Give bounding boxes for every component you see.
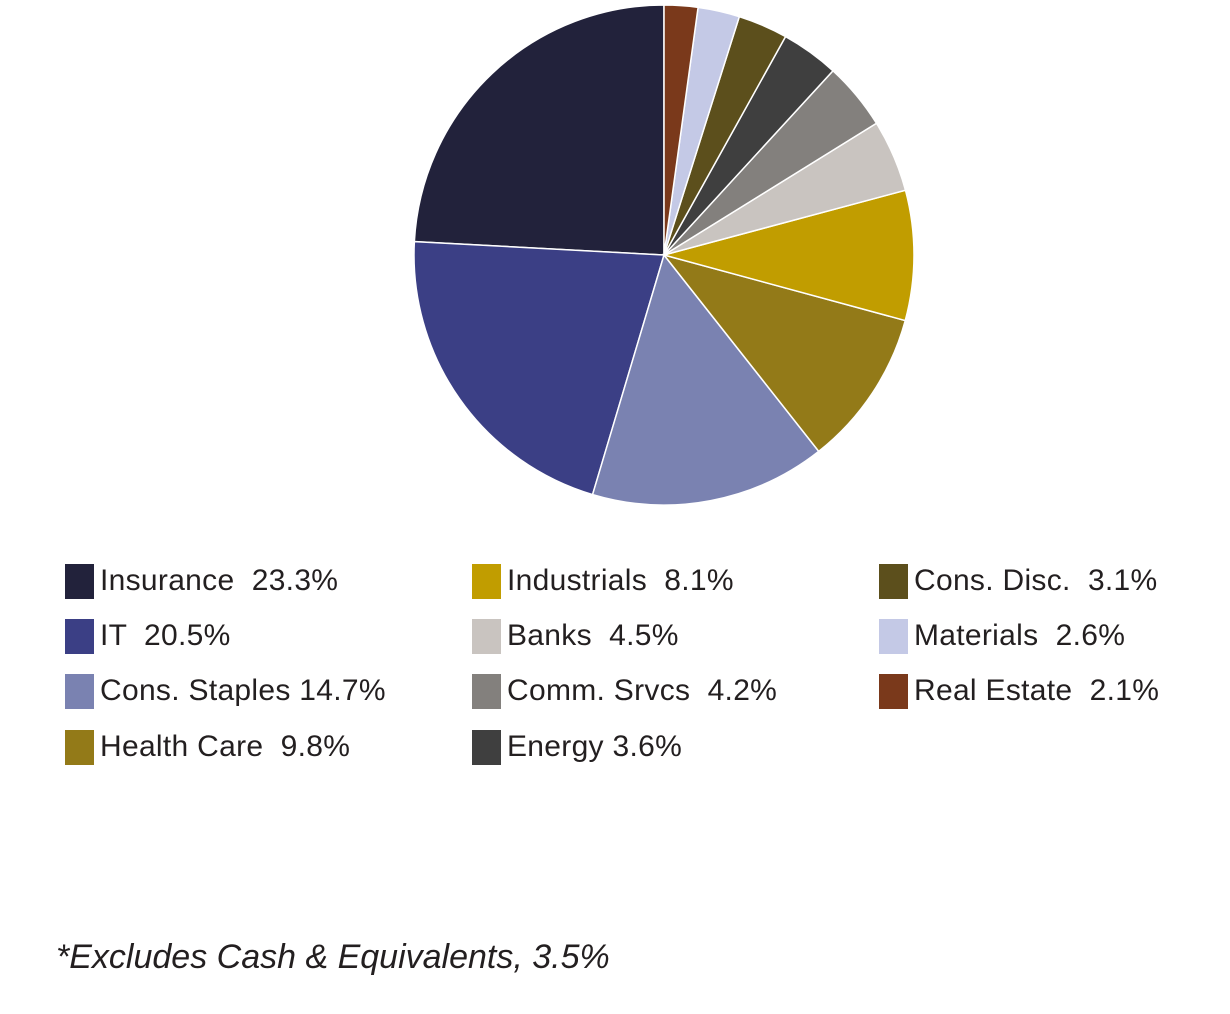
legend-swatch-real-estate: [879, 673, 908, 709]
legend-item-real-estate: Real Estate 2.1%: [879, 673, 1159, 709]
legend-item-energy: Energy 3.6%: [472, 729, 682, 765]
pie-slice-insurance: [413, 4, 665, 256]
legend-item-cons-disc: Cons. Disc. 3.1%: [879, 563, 1158, 599]
legend-swatch-industrials: [472, 563, 501, 599]
legend-item-industrials: Industrials 8.1%: [472, 563, 734, 599]
legend-swatch-it: [65, 618, 94, 654]
footnote: *Excludes Cash & Equivalents, 3.5%: [56, 938, 610, 976]
legend-label-health-care: Health Care 9.8%: [100, 730, 351, 763]
pie-slice-cons-staples: [591, 253, 820, 506]
legend-item-it: IT 20.5%: [65, 618, 231, 654]
pie-chart: [413, 4, 915, 506]
legend-swatch-cons-staples: [65, 673, 94, 709]
pie-slice-industrials: [661, 189, 915, 322]
legend-swatch-insurance: [65, 563, 94, 599]
legend-swatch-materials: [879, 618, 908, 654]
pie-slice-health-care: [662, 253, 907, 453]
legend-item-materials: Materials 2.6%: [879, 618, 1125, 654]
legend-label-energy: Energy 3.6%: [507, 730, 683, 763]
legend-item-comm-srvcs: Comm. Srvcs 4.2%: [472, 673, 777, 709]
legend-swatch-banks: [472, 618, 501, 654]
legend-label-industrials: Industrials 8.1%: [507, 564, 734, 597]
legend-item-banks: Banks 4.5%: [472, 618, 679, 654]
legend-swatch-health-care: [65, 729, 94, 765]
legend-swatch-comm-srvcs: [472, 673, 501, 709]
pie-slice-it: [413, 240, 665, 496]
legend-label-comm-srvcs: Comm. Srvcs 4.2%: [507, 674, 778, 707]
legend-label-cons-disc: Cons. Disc. 3.1%: [914, 564, 1158, 597]
legend-item-cons-staples: Cons. Staples 14.7%: [65, 673, 386, 709]
legend-label-cons-staples: Cons. Staples 14.7%: [100, 674, 386, 707]
legend-label-materials: Materials 2.6%: [914, 619, 1126, 652]
legend-swatch-cons-disc: [879, 563, 908, 599]
legend: Insurance 23.3% IT 20.5% Cons. Staples 14.…: [65, 563, 1205, 773]
legend-label-insurance: Insurance 23.3%: [100, 564, 339, 597]
legend-item-health-care: Health Care 9.8%: [65, 729, 350, 765]
legend-item-insurance: Insurance 23.3%: [65, 563, 338, 599]
legend-label-banks: Banks 4.5%: [507, 619, 679, 652]
legend-label-real-estate: Real Estate 2.1%: [914, 674, 1160, 707]
legend-swatch-energy: [472, 729, 501, 765]
legend-label-it: IT 20.5%: [100, 619, 231, 652]
pie-slice-real-estate: [663, 4, 699, 256]
